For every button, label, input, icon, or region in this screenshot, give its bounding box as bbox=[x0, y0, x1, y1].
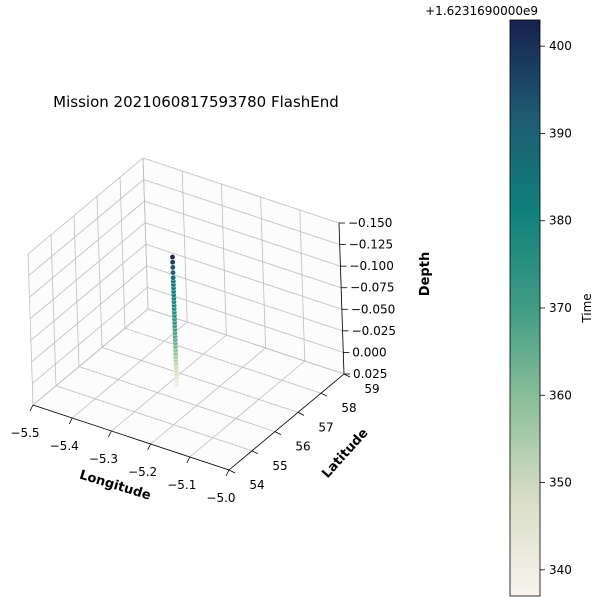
colorbar-tick-label: 390 bbox=[549, 126, 572, 140]
z-gridline bbox=[32, 308, 149, 406]
x-gridline bbox=[181, 170, 188, 323]
colorbar-tick-label: 360 bbox=[549, 388, 572, 402]
x-tick bbox=[108, 430, 112, 438]
y-tick-label: 59 bbox=[364, 382, 379, 396]
z-tick-label: 0.000 bbox=[352, 345, 386, 359]
z-tick-label: −0.075 bbox=[350, 281, 394, 295]
z-gridline bbox=[143, 179, 340, 245]
z-tick-label: −0.125 bbox=[349, 238, 393, 252]
y-tick-labels: 54 55 56 57 58 59 bbox=[228, 373, 380, 492]
colorbar-tick-label: 400 bbox=[549, 39, 572, 53]
z-gridline bbox=[145, 243, 342, 310]
y-gridline bbox=[78, 366, 276, 432]
z-gridline bbox=[29, 222, 146, 320]
axes-lines bbox=[32, 222, 345, 471]
x-gridline bbox=[299, 209, 306, 362]
y-tick-label: 57 bbox=[318, 420, 333, 434]
z-gridline bbox=[28, 179, 144, 276]
y-tick bbox=[297, 412, 305, 416]
y-tick bbox=[228, 469, 236, 474]
y-axis-line bbox=[228, 373, 345, 471]
x-tick bbox=[29, 404, 34, 412]
y-gridline bbox=[50, 234, 57, 386]
y-gridline bbox=[96, 196, 103, 348]
x-tick-label: −5.5 bbox=[10, 426, 39, 440]
z-tick-label: −0.100 bbox=[349, 259, 393, 273]
z-tick-label: −0.150 bbox=[348, 216, 392, 230]
x-tick bbox=[225, 469, 230, 477]
x-tick bbox=[68, 417, 73, 425]
data-point bbox=[169, 254, 176, 260]
y-tick-label: 55 bbox=[272, 459, 287, 473]
y-gridline bbox=[27, 253, 34, 406]
x-gridline bbox=[221, 183, 227, 336]
x-gridline bbox=[111, 334, 227, 432]
z-tick-label: −0.050 bbox=[351, 302, 395, 316]
y-gridline bbox=[73, 215, 80, 367]
x-gridline bbox=[260, 196, 266, 349]
x-tick-label: −5.3 bbox=[89, 452, 118, 466]
z-gridline bbox=[145, 222, 342, 289]
z-tick-label: −0.025 bbox=[352, 324, 396, 338]
z-gridline bbox=[147, 287, 344, 353]
z-gridline bbox=[31, 265, 147, 363]
colorbar-tick-label: 370 bbox=[549, 301, 572, 315]
y-gridline bbox=[101, 347, 299, 413]
x-tick-label: −5.0 bbox=[206, 491, 235, 505]
colorbar-label: Time bbox=[580, 293, 594, 323]
left-pane bbox=[28, 158, 148, 405]
colorbar-tick-label: 380 bbox=[549, 214, 572, 228]
z-axis-line bbox=[338, 222, 345, 375]
y-tick-label: 56 bbox=[295, 440, 310, 454]
x-gridline bbox=[150, 347, 266, 445]
chart-title: Mission 2021060817593780 FlashEnd bbox=[53, 93, 339, 111]
data-point bbox=[170, 264, 176, 271]
data-point bbox=[170, 269, 176, 276]
y-tick bbox=[343, 373, 351, 378]
x-tick-label: −5.4 bbox=[50, 439, 79, 453]
y-gridline bbox=[119, 177, 126, 329]
x-gridline bbox=[189, 360, 306, 458]
floor-pane bbox=[33, 309, 344, 470]
z-gridline bbox=[32, 287, 148, 384]
z-axis-label: Depth bbox=[418, 252, 433, 296]
data-point bbox=[170, 274, 176, 281]
y-gridline bbox=[124, 327, 322, 394]
z-gridline bbox=[144, 200, 341, 267]
z-gridline bbox=[30, 243, 147, 341]
axes-grid bbox=[27, 157, 345, 471]
z-tick-label: 0.025 bbox=[353, 367, 387, 381]
colorbar-offset-text: +1.6231690000e9 bbox=[425, 4, 538, 18]
x-axis-line bbox=[32, 404, 230, 471]
y-tick bbox=[274, 431, 282, 435]
z-gridline bbox=[29, 200, 145, 298]
z-gridline bbox=[146, 265, 343, 332]
x-tick bbox=[186, 456, 191, 464]
z-gridline bbox=[27, 157, 144, 255]
x-tick-label: −5.2 bbox=[128, 465, 157, 479]
y-tick-label: 54 bbox=[249, 478, 264, 492]
axes-panes bbox=[28, 158, 344, 470]
z-gridline bbox=[147, 308, 345, 375]
z-gridline bbox=[142, 157, 340, 224]
data-point bbox=[169, 259, 176, 266]
y-tick bbox=[251, 450, 259, 455]
colorbar-tick-label: 350 bbox=[549, 476, 572, 490]
y-gridline bbox=[55, 385, 253, 452]
colorbar-ticks: 340 350 360 370 380 390 400 bbox=[540, 39, 572, 577]
colorbar-tick-label: 340 bbox=[549, 563, 572, 577]
x-tick-labels: −5.5 −5.4 −5.3 −5.2 −5.1 −5.0 bbox=[10, 404, 236, 505]
z-tick-labels: −0.150 −0.125 −0.100 −0.075 −0.050 −0.025 0.00… bbox=[339, 216, 396, 381]
x-tick-label: −5.1 bbox=[167, 478, 196, 492]
scatter-points bbox=[169, 254, 180, 388]
x-tick bbox=[147, 443, 151, 451]
y-tick bbox=[320, 392, 328, 397]
colorbar bbox=[509, 19, 541, 597]
y-gridline bbox=[142, 157, 149, 310]
x-gridline bbox=[71, 321, 188, 419]
back-pane bbox=[143, 158, 344, 374]
y-tick-label: 58 bbox=[341, 401, 356, 415]
